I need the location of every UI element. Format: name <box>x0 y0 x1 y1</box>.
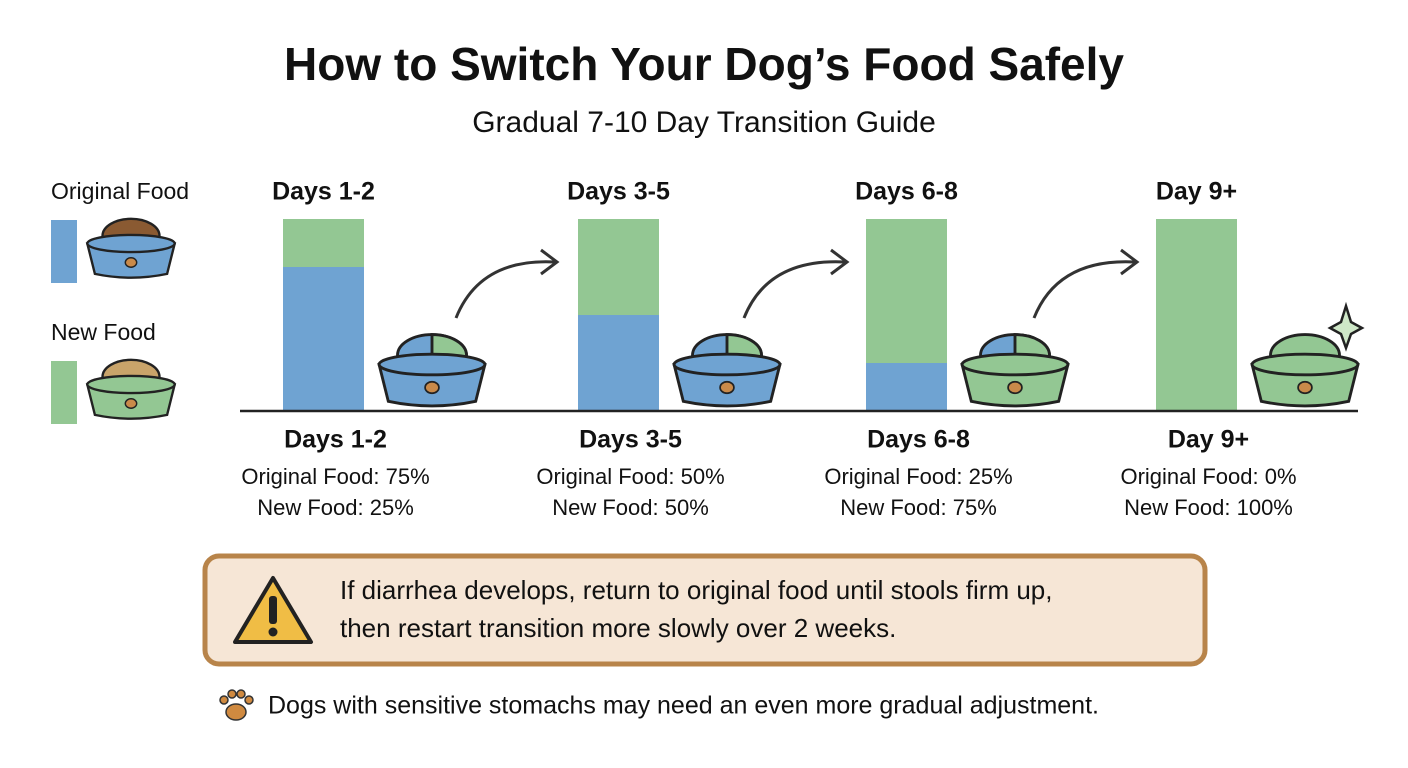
paw-toe <box>227 689 237 699</box>
paw-pad <box>225 703 247 721</box>
value-label: Original Food: 75% <box>241 464 429 489</box>
paw-toe <box>244 695 254 705</box>
legend-swatch <box>51 361 77 424</box>
arrow-head <box>830 248 850 276</box>
stage-header: Days 6-8 <box>855 178 958 206</box>
legend-label: New Food <box>51 319 156 345</box>
bowl <box>85 358 177 420</box>
warning-text: If diarrhea develops, return to original… <box>340 575 1053 605</box>
paw-toe <box>219 695 229 705</box>
stage-label: Days 1-2 <box>284 426 387 454</box>
sparkle <box>1327 301 1365 352</box>
paw-icon <box>219 689 254 721</box>
value-label: Original Food: 50% <box>536 464 724 489</box>
bowl-rim <box>960 352 1070 377</box>
bowl-rim <box>377 352 487 377</box>
stage-header: Day 9+ <box>1156 178 1237 206</box>
legend-swatch <box>51 220 77 283</box>
bowl-paw <box>424 380 440 395</box>
value-label: Original Food: 0% <box>1120 464 1296 489</box>
bowl-paw <box>124 398 138 409</box>
arrow <box>454 260 556 319</box>
bowl-paw <box>124 257 138 268</box>
bowl-rim <box>1250 352 1360 377</box>
stage-header: Days 3-5 <box>567 178 670 206</box>
arrows <box>454 248 1140 319</box>
warning-text: then restart transition more slowly over… <box>340 613 896 643</box>
stage-label: Days 3-5 <box>579 426 682 454</box>
bar-segment <box>283 219 364 267</box>
bowl <box>377 333 487 408</box>
value-label: New Food: 75% <box>840 495 997 520</box>
stage-header: Days 1-2 <box>272 178 375 206</box>
value-label: New Food: 100% <box>1124 495 1293 520</box>
arrow-head <box>1120 248 1140 276</box>
warning-icon-bar <box>269 596 277 624</box>
title: How to Switch Your Dog’s Food Safely <box>284 38 1124 90</box>
bar-segment <box>578 315 659 411</box>
bowl <box>1250 333 1360 408</box>
bowl-rim <box>672 352 782 377</box>
subtitle: Gradual 7-10 Day Transition Guide <box>472 106 936 139</box>
note: Dogs with sensitive stomachs may need an… <box>268 692 1099 720</box>
bar-segment <box>866 363 947 411</box>
legend-label: Original Food <box>51 178 189 204</box>
bowl <box>85 217 177 279</box>
value-label: Original Food: 25% <box>824 464 1012 489</box>
value-label: New Food: 25% <box>257 495 414 520</box>
bar-segment <box>283 267 364 411</box>
bowl <box>672 333 782 408</box>
warning-box <box>202 553 1208 667</box>
bar-segment <box>1156 219 1237 411</box>
value-label: New Food: 50% <box>552 495 709 520</box>
bowl-rim <box>86 233 176 254</box>
arrow-head <box>540 248 560 276</box>
bowl-paw <box>719 380 735 395</box>
warning-icon-dot <box>268 627 278 637</box>
arrow <box>1032 260 1136 319</box>
bar-segment <box>866 219 947 363</box>
bowl-paw <box>1297 380 1313 395</box>
bowl-paw <box>1007 380 1023 395</box>
arrow <box>742 260 846 319</box>
stage-label: Days 6-8 <box>867 426 970 454</box>
bar-segment <box>578 219 659 315</box>
bowl-rim <box>86 374 176 395</box>
bowl <box>960 333 1070 408</box>
stage-label: Day 9+ <box>1168 426 1249 454</box>
paw-toe <box>236 689 246 699</box>
